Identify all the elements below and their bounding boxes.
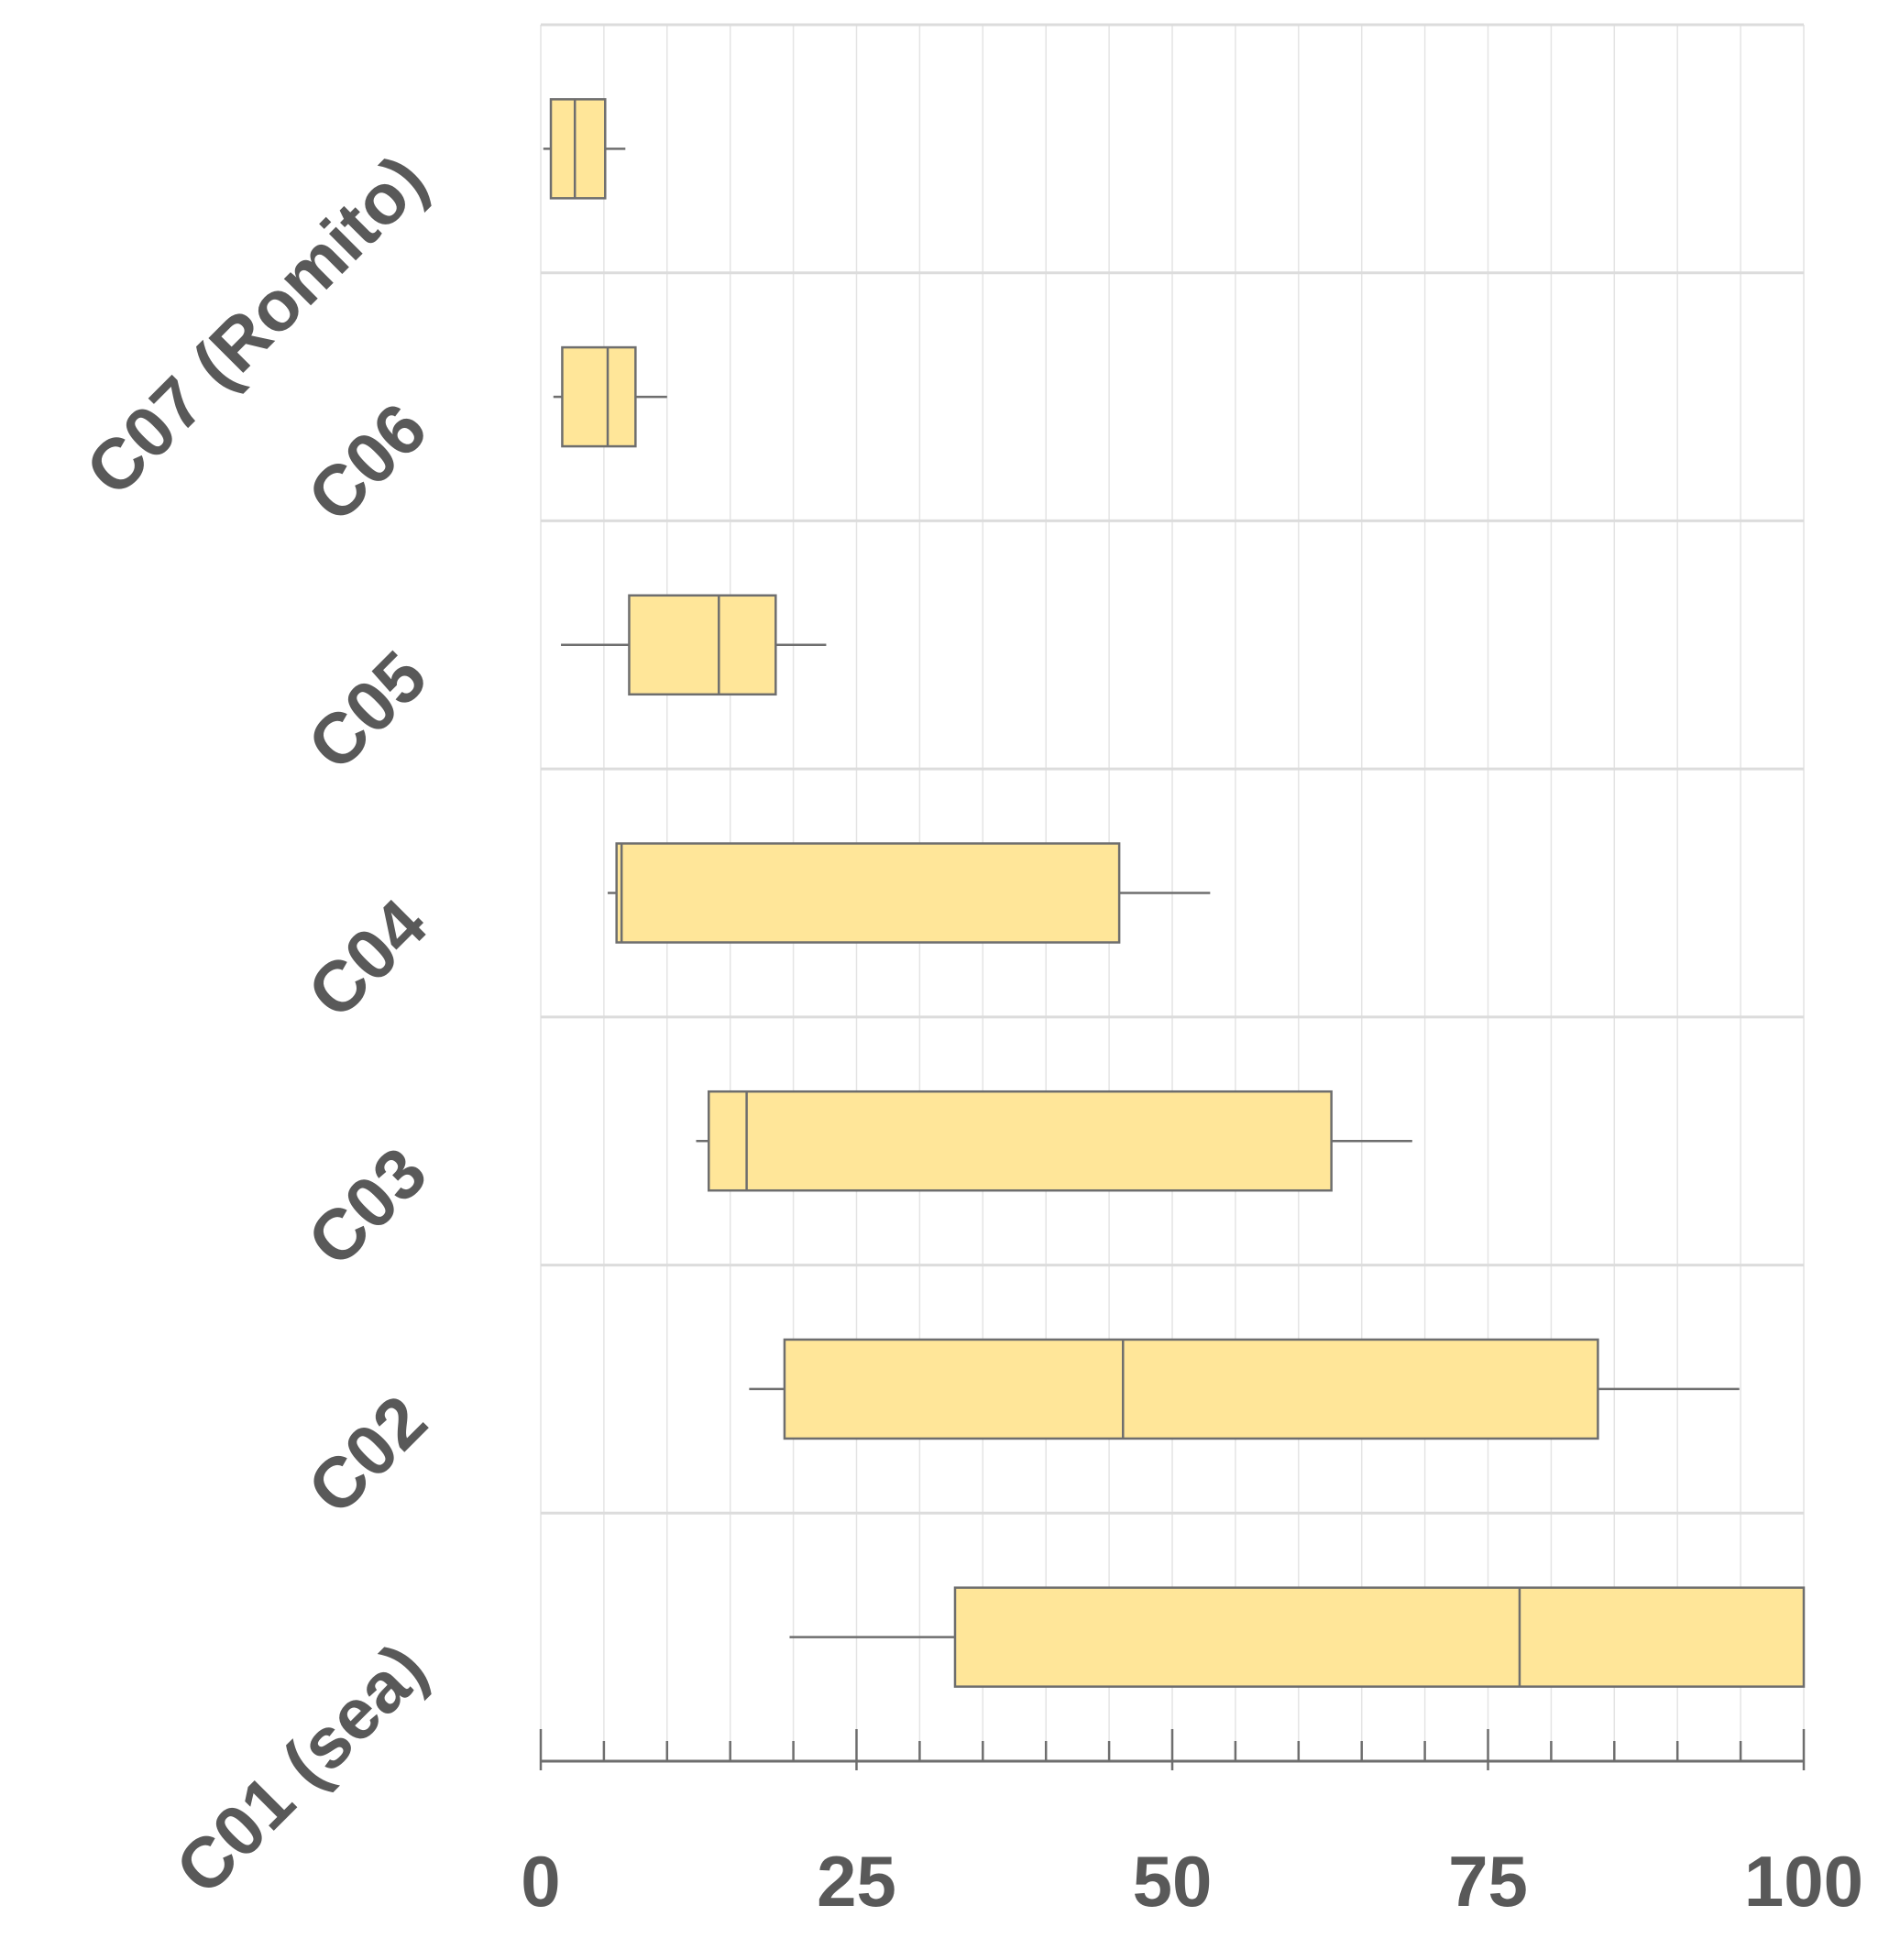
interquartile-box — [549, 98, 607, 200]
interquartile-box — [783, 1338, 1599, 1440]
box-c04 — [608, 842, 1211, 944]
category-label: C05 — [292, 636, 442, 785]
box-c02 — [749, 1338, 1740, 1440]
grid-lines — [540, 25, 1805, 1761]
category-label: C03 — [292, 1132, 442, 1281]
x-tick-label: 75 — [1448, 1841, 1528, 1922]
interquartile-box — [615, 842, 1121, 944]
category-label: C02 — [292, 1380, 442, 1529]
box-c03 — [696, 1089, 1412, 1192]
interquartile-box — [628, 594, 777, 696]
x-tick-label: 25 — [817, 1841, 896, 1922]
interquartile-box — [561, 345, 637, 448]
box-c07-romito — [543, 98, 626, 200]
category-label: C01 (sea) — [160, 1627, 442, 1909]
interquartile-box — [953, 1586, 1806, 1688]
box-c06 — [553, 345, 667, 448]
interquartile-box — [708, 1089, 1333, 1192]
category-label: C06 — [292, 388, 442, 537]
x-tick-label: 50 — [1133, 1841, 1213, 1922]
x-tick-label: 0 — [521, 1841, 560, 1922]
x-axis: 0 25 50 75 100 — [521, 1729, 1863, 1922]
category-band-lines — [541, 23, 1804, 1515]
x-tick-label: 100 — [1744, 1841, 1863, 1922]
box-series — [543, 98, 1806, 1688]
box-c01-sea — [789, 1586, 1806, 1688]
category-label: C04 — [292, 883, 442, 1033]
box-c05 — [561, 594, 827, 696]
